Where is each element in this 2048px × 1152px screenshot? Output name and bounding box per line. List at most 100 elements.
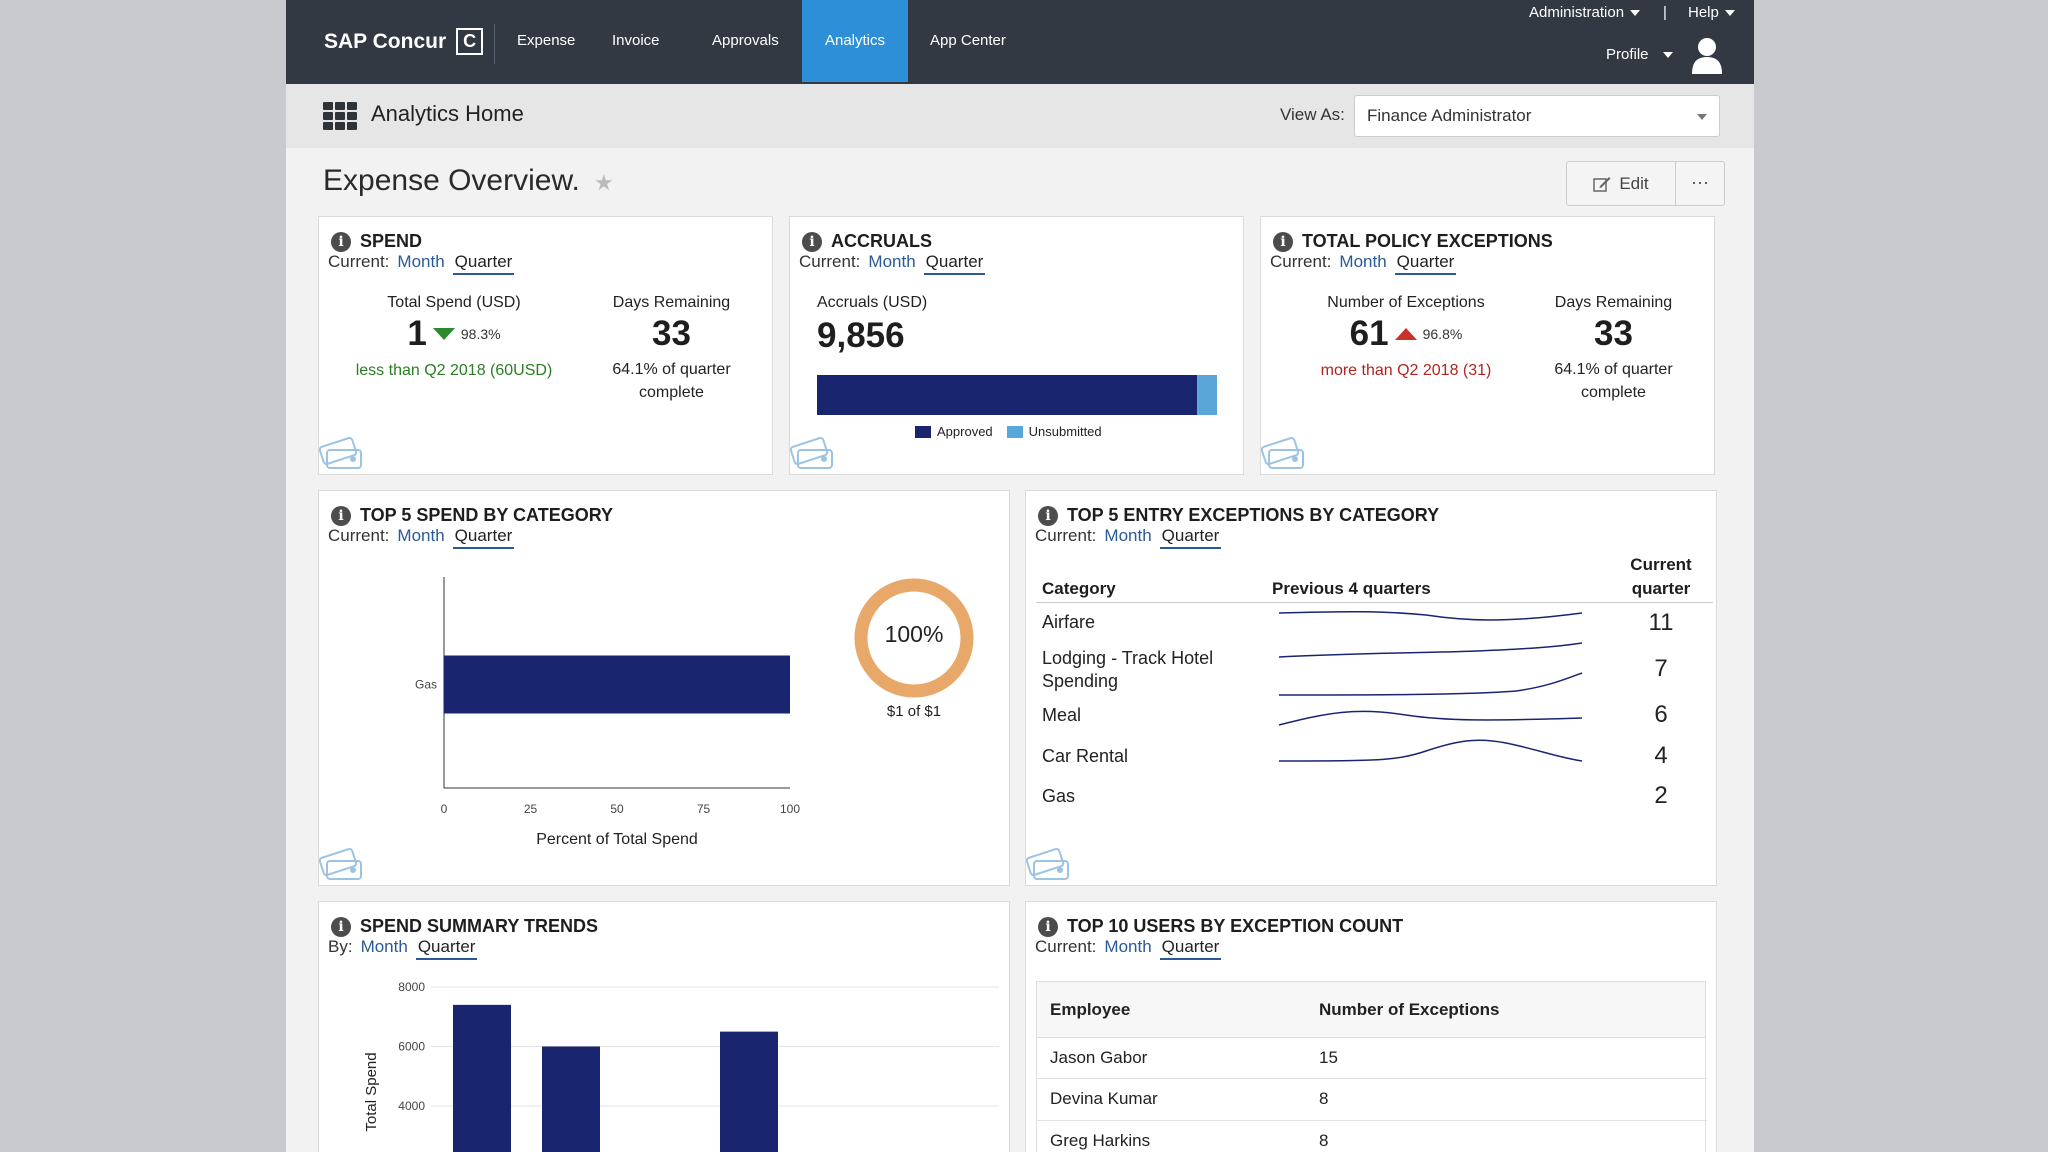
info-icon[interactable]: i — [1038, 916, 1058, 937]
days-remaining-value: 33 — [1594, 314, 1633, 353]
y-tick-label: Gas — [415, 678, 437, 692]
legend-unsubmitted: Unsubmitted — [1006, 424, 1102, 439]
accruals-title: ACCRUALS — [831, 231, 932, 251]
employee-name[interactable]: Jason Gabor — [1050, 1048, 1148, 1067]
chevron-down-icon — [1697, 114, 1707, 120]
total-spend-row: 1 98.3% — [329, 314, 579, 354]
quarter-toggle[interactable]: Quarter — [1159, 937, 1222, 960]
quarter-toggle[interactable]: Quarter — [923, 252, 986, 275]
wallet-icon — [1026, 847, 1069, 880]
view-as-label: View As: — [1280, 105, 1345, 124]
sparklines — [1278, 610, 1583, 762]
month-toggle[interactable]: Month — [1339, 252, 1387, 271]
avatar[interactable] — [1690, 36, 1724, 76]
app-grid-icon[interactable] — [323, 102, 357, 130]
view-as-select[interactable]: Finance Administrator — [1354, 95, 1720, 137]
top-users-card: i TOP 10 USERS BY EXCEPTION COUNT Curren… — [1025, 901, 1717, 1152]
nav-item-invoice[interactable]: Invoice — [612, 32, 660, 49]
help-menu[interactable]: Help — [1688, 4, 1735, 21]
legend-approved-label: Approved — [937, 424, 993, 439]
more-options-button[interactable]: ··· — [1675, 161, 1725, 206]
approved-segment — [817, 375, 1197, 415]
y-tick-label: 8000 — [398, 980, 425, 994]
days-remaining-block: Days Remaining 33 64.1% of quarter compl… — [1521, 294, 1706, 404]
sparkline-gas — [1278, 739, 1583, 762]
month-toggle[interactable]: Month — [397, 252, 445, 271]
exception-count-block: Number of Exceptions 61 96.8% more than … — [1281, 294, 1531, 380]
brand-logo[interactable]: SAP Concur C — [324, 28, 484, 55]
nav-item-analytics[interactable]: Analytics — [802, 0, 908, 82]
quarter-toggle[interactable]: Quarter — [452, 526, 515, 549]
info-icon[interactable]: i — [331, 231, 351, 252]
nav-item-expense[interactable]: Expense — [517, 32, 576, 49]
period-selector: Current: Month Quarter — [328, 252, 515, 275]
concur-logo-icon: C — [456, 28, 484, 55]
current-label: Current: — [1035, 937, 1097, 956]
exception-comparison: more than Q2 2018 (31) — [1320, 362, 1492, 379]
nav-item-approvals[interactable]: Approvals — [712, 32, 779, 49]
y-tick-label: 4000 — [398, 1099, 425, 1113]
top5-spend-title: TOP 5 SPEND BY CATEGORY — [360, 505, 614, 525]
top-users-table: Employee Number of Exceptions Jason Gabo… — [1036, 981, 1707, 1152]
nav-divider — [494, 24, 495, 64]
y-axis-title: Total Spend — [363, 1052, 380, 1131]
days-remaining-label: Days Remaining — [1554, 294, 1673, 311]
sparkline-car-rental — [1278, 710, 1583, 726]
sparkline-lodging — [1278, 642, 1583, 658]
donut-percent: 100% — [884, 621, 944, 647]
exception-category: Airfare — [1042, 612, 1096, 632]
exception-count-value: 61 — [1349, 314, 1389, 353]
days-remaining-value: 33 — [652, 314, 691, 353]
quarter-progress-note-2: complete — [1581, 384, 1646, 401]
month-toggle[interactable]: Month — [397, 526, 445, 545]
top5-spend-header: i TOP 5 SPEND BY CATEGORY — [331, 505, 613, 526]
total-spend-block: Total Spend (USD) 1 98.3% less than Q2 2… — [329, 294, 579, 380]
quarter-toggle[interactable]: Quarter — [1159, 526, 1222, 549]
top-nav: SAP Concur C Expense Invoice Approvals A… — [286, 0, 1754, 84]
profile-menu[interactable]: Profile — [1606, 46, 1673, 63]
star-icon[interactable]: ★ — [594, 170, 614, 195]
info-icon[interactable]: i — [1273, 231, 1293, 252]
month-toggle[interactable]: Month — [1104, 937, 1152, 956]
month-toggle[interactable]: Month — [1104, 526, 1152, 545]
trend-bar — [453, 1004, 511, 1152]
employee-exception-count: 15 — [1319, 1048, 1338, 1067]
col-exception-count: Number of Exceptions — [1319, 1000, 1500, 1019]
employee-name[interactable]: Greg Harkins — [1050, 1131, 1151, 1150]
policy-exceptions-card: i TOTAL POLICY EXCEPTIONS Current: Month… — [1260, 216, 1715, 475]
info-icon[interactable]: i — [331, 916, 351, 937]
edit-label: Edit — [1619, 173, 1649, 193]
col-employee: Employee — [1050, 1000, 1131, 1019]
current-label: Current: — [799, 252, 861, 271]
edit-button[interactable]: Edit — [1566, 161, 1676, 206]
up-arrow-icon — [1394, 328, 1417, 340]
quarter-toggle[interactable]: Quarter — [452, 252, 515, 275]
sparkline-meal — [1278, 672, 1583, 696]
administration-menu[interactable]: Administration — [1529, 4, 1641, 21]
quarter-toggle[interactable]: Quarter — [1394, 252, 1457, 275]
down-arrow-icon — [432, 328, 455, 340]
quarter-toggle[interactable]: Quarter — [415, 937, 478, 960]
exception-count: 6 — [1654, 701, 1668, 728]
info-icon[interactable]: i — [331, 505, 351, 526]
policy-exceptions-header: i TOTAL POLICY EXCEPTIONS — [1273, 231, 1553, 252]
spend-change-pct: 98.3% — [460, 326, 501, 342]
info-icon[interactable]: i — [802, 231, 822, 252]
wallet-icon — [790, 436, 833, 469]
info-icon[interactable]: i — [1038, 505, 1058, 526]
employee-name[interactable]: Devina Kumar — [1050, 1089, 1158, 1108]
col-category: Category — [1042, 579, 1116, 598]
month-toggle[interactable]: Month — [868, 252, 916, 271]
spend-trends-chart: 4000 6000 8000 Total Spend — [363, 980, 999, 1152]
accruals-label: Accruals (USD) — [817, 294, 928, 311]
month-toggle[interactable]: Month — [360, 937, 408, 956]
wallet-icon — [1261, 436, 1304, 469]
period-selector: Current: Month Quarter — [328, 526, 515, 549]
profile-label: Profile — [1606, 46, 1649, 63]
chevron-down-icon — [1662, 51, 1673, 58]
exception-count-row: 61 96.8% — [1281, 314, 1531, 354]
brand-name: SAP Concur — [324, 29, 447, 53]
col-current-quarter-2: quarter — [1631, 579, 1691, 598]
wallet-icon — [319, 436, 362, 469]
nav-item-app-center[interactable]: App Center — [930, 32, 1006, 49]
